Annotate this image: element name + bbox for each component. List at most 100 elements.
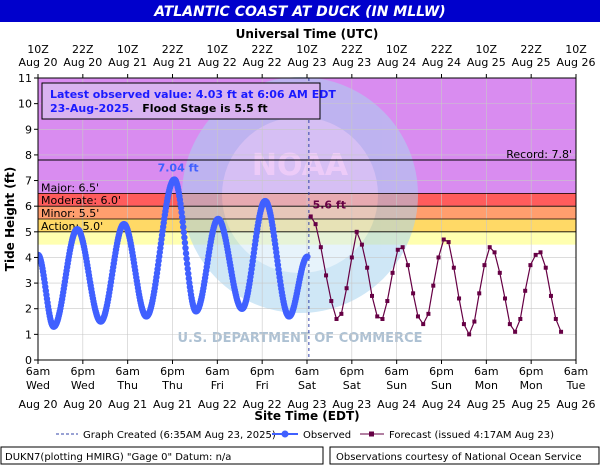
top-tick-date: Aug 25 (512, 56, 551, 69)
top-tick-time: 10Z (296, 43, 318, 56)
top-tick-date: Aug 22 (243, 56, 282, 69)
forecast-point (559, 329, 564, 334)
bottom-tick-time: 6pm (339, 365, 364, 378)
top-tick-date: Aug 24 (377, 56, 416, 69)
watermark-disc (182, 77, 418, 313)
bottom-tick-date: Aug 24 (377, 398, 416, 411)
top-tick-date: Aug 20 (19, 56, 58, 69)
top-tick-time: 10Z (565, 43, 587, 56)
forecast-point (405, 263, 410, 268)
top-tick-time: 22Z (72, 43, 94, 56)
info-date: 23-Aug-2025. (50, 102, 133, 115)
stage-label-major: Major: 6.5' (41, 181, 99, 194)
forecast-point (359, 242, 364, 247)
watermark-brand: NOAA (252, 148, 349, 183)
stage-label-moderate: Moderate: 6.0' (41, 194, 121, 207)
forecast-point (472, 319, 477, 324)
observed-point (183, 255, 190, 262)
observed-point (178, 209, 185, 216)
forecast-point (548, 293, 553, 298)
legend-created-label: Graph Created (6:35AM Aug 23, 2025) (83, 430, 276, 441)
bottom-tick-weekday: Sat (343, 379, 362, 392)
top-tick-time: 10Z (27, 43, 49, 56)
observed-point (180, 223, 187, 231)
top-tick-date: Aug 25 (467, 56, 506, 69)
y-axis: 0 1 2 3 4 5 6 7 8 9 10 11 (18, 72, 38, 367)
top-tick-time: 22Z (162, 43, 184, 56)
top-tick-time: 22Z (431, 43, 453, 56)
legend: Graph Created (6:35AM Aug 23, 2025) Obse… (56, 430, 554, 441)
top-tick-date: Aug 21 (108, 56, 147, 69)
stage-label-minor: Minor: 5.5' (41, 207, 99, 220)
forecast-point (400, 245, 405, 250)
observed-point (181, 239, 189, 246)
forecast-point (354, 229, 359, 234)
forecast-point (344, 286, 349, 291)
bottom-tick-weekday: Mon (520, 379, 543, 392)
forecast-point (533, 252, 538, 257)
footer-left-box (0, 446, 324, 465)
noaa-watermark: NOAA U.S. DEPARTMENT OF COMMERCE (177, 77, 423, 346)
y-tick-label: 10 (18, 98, 32, 111)
y-tick-label: 7 (25, 175, 32, 188)
y-tick-label: 1 (25, 328, 32, 341)
stage-label-action: Action: 5.0' (41, 220, 103, 233)
watermark-bottom-text: U.S. DEPARTMENT OF COMMERCE (177, 331, 422, 346)
bottom-tick-date: Aug 25 (512, 398, 551, 411)
legend-forecast-marker (369, 431, 374, 437)
info-line-1: Latest observed value: 4.03 ft at 6:06 A… (50, 88, 336, 101)
bottom-tick-date: Aug 24 (422, 398, 461, 411)
observed-point (178, 213, 186, 221)
top-tick-date: Aug 23 (332, 56, 371, 69)
bottom-tick-weekday: Thu (161, 379, 183, 392)
top-tick-time: 22Z (341, 43, 363, 56)
legend-observed-label: Observed (303, 430, 351, 441)
forecast-point (467, 332, 472, 337)
forecast-point (324, 273, 329, 278)
observed-point (181, 234, 188, 241)
footer-right-text: Observations courtesy of National Ocean … (336, 452, 582, 463)
forecast-point (375, 314, 380, 319)
y-axis-title: Tide Height (ft) (3, 167, 17, 271)
bottom-tick-time: 6am (474, 365, 498, 378)
forecast-point (441, 237, 446, 242)
bottom-tick-weekday: Wed (71, 379, 95, 392)
forecast-point (349, 255, 354, 260)
bottom-tick-time: 6pm (160, 365, 185, 378)
observed-point (180, 229, 188, 236)
bottom-tick-time: 6am (205, 365, 229, 378)
forecast-point (518, 316, 523, 321)
observed-point (183, 260, 191, 267)
bottom-tick-date: Aug 26 (557, 398, 596, 411)
top-tick-date: Aug 22 (198, 56, 237, 69)
bottom-tick-weekday: Wed (26, 379, 50, 392)
bottom-tick-date: Aug 20 (63, 398, 102, 411)
top-tick-date: Aug 24 (422, 56, 461, 69)
chart-annotations: 7.04 ft 5.6 ft (158, 162, 346, 212)
forecast-point (313, 222, 318, 227)
top-tick-time: 10Z (117, 43, 139, 56)
annotation-label: 7.04 ft (158, 162, 199, 175)
forecast-point (451, 265, 456, 270)
observed-point (184, 265, 191, 272)
bottom-tick-time: 6am (26, 365, 50, 378)
annotation-label: 5.6 ft (313, 198, 346, 211)
bottom-tick-time: 6pm (519, 365, 544, 378)
forecast-point (487, 245, 492, 250)
y-tick-label: 5 (25, 226, 32, 239)
top-tick-time: 22Z (251, 43, 273, 56)
bottom-tick-time: 6am (295, 365, 319, 378)
stage-labels: Record: 7.8' Major: 6.5'Moderate: 6.0'Min… (41, 148, 572, 233)
forecast-point (395, 247, 400, 252)
top-tick-date: Aug 26 (557, 56, 596, 69)
top-tick-date: Aug 20 (63, 56, 102, 69)
bottom-tick-date: Aug 23 (332, 398, 371, 411)
observed-point (185, 270, 192, 277)
bottom-tick-date: Aug 25 (467, 398, 506, 411)
forecast-line (310, 216, 562, 336)
bottom-tick-weekday: Fri (256, 379, 269, 392)
forecast-point (334, 316, 339, 321)
forecast-point (365, 265, 370, 270)
forecast-point (415, 314, 420, 319)
forecast-point (482, 263, 487, 268)
